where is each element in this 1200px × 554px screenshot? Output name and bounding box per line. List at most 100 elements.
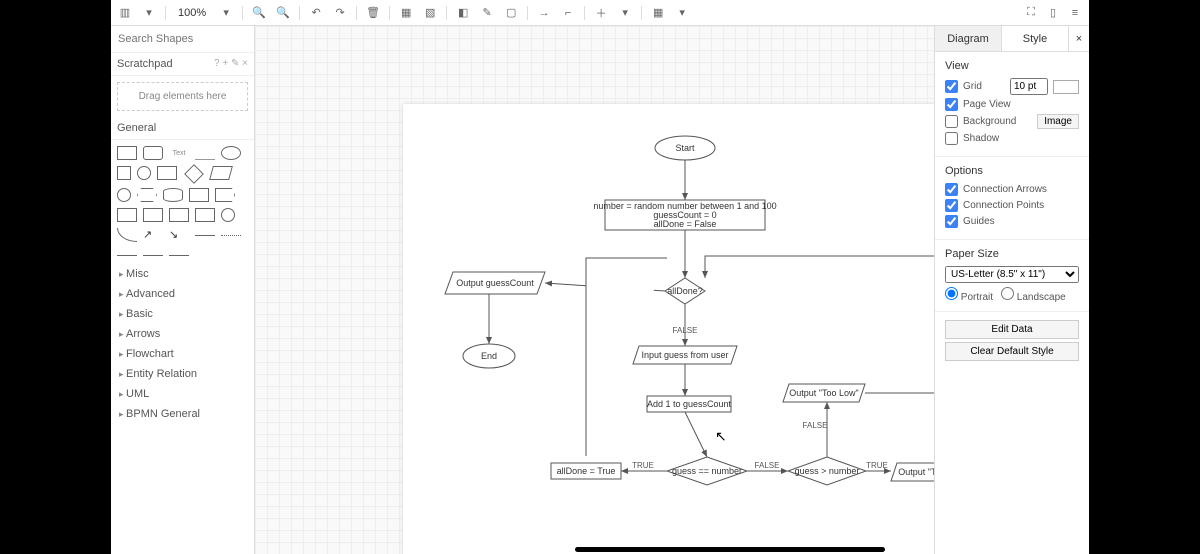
zoom-out-icon[interactable]: 🔍 (275, 5, 291, 21)
shape-roundrect[interactable] (143, 146, 163, 160)
shapes-grid: Text ↗ ↘ (111, 140, 254, 262)
shape-card[interactable] (117, 208, 137, 222)
cat-basic[interactable]: Basic (111, 304, 254, 324)
scratchpad-dropzone[interactable]: Drag elements here (117, 82, 248, 111)
shapes-panel: 🔍 Scratchpad ? + ✎ × Drag elements here … (111, 26, 255, 554)
shape-cylinder[interactable] (163, 188, 183, 202)
landscape-radio[interactable] (1001, 287, 1014, 300)
background-label: Background (963, 116, 1016, 127)
fill-icon[interactable]: ◧ (455, 5, 471, 21)
background-checkbox[interactable] (945, 115, 958, 128)
shape-cube[interactable] (189, 188, 209, 202)
shape-arrow2[interactable] (143, 255, 163, 256)
conn-arrows-checkbox[interactable] (945, 183, 958, 196)
save-icon[interactable]: ▥ (117, 5, 133, 21)
shape-arrow[interactable] (117, 255, 137, 256)
delete-icon[interactable]: 🗑 (365, 5, 381, 21)
cat-bpmn[interactable]: BPMN General (111, 404, 254, 424)
page-sheet (403, 104, 934, 554)
tab-diagram[interactable]: Diagram (935, 26, 1002, 51)
shadow-checkbox[interactable] (945, 132, 958, 145)
shape-hex[interactable] (137, 188, 157, 202)
format-icon[interactable]: ▯ (1045, 5, 1061, 21)
front-icon[interactable]: ▦ (398, 5, 414, 21)
portrait-radio[interactable] (945, 287, 958, 300)
conn-points-label: Connection Points (963, 200, 1044, 211)
guides-checkbox[interactable] (945, 215, 958, 228)
cat-flowchart[interactable]: Flowchart (111, 344, 254, 364)
cat-misc[interactable]: Misc (111, 264, 254, 284)
fullscreen-icon[interactable]: ⛶ (1023, 5, 1039, 21)
portrait-label: Portrait (961, 292, 993, 303)
collapse-icon[interactable]: ≡ (1067, 5, 1083, 21)
shape-textbox[interactable] (195, 146, 215, 160)
shape-square[interactable] (117, 166, 131, 180)
shape-callout[interactable] (195, 208, 215, 222)
shape-and[interactable]: ↘ (169, 228, 189, 242)
edit-data-button[interactable]: Edit Data (945, 320, 1079, 339)
shape-ellipse[interactable] (221, 146, 241, 160)
shape-tape[interactable] (143, 208, 163, 222)
canvas[interactable]: TRUE FALSE TRUE FALSE FALSE TRUE (255, 26, 934, 554)
dropdown-icon[interactable]: ▾ (141, 5, 157, 21)
shape-actor[interactable] (221, 208, 235, 222)
shape-link[interactable] (169, 255, 189, 256)
shape-circle[interactable] (137, 166, 151, 180)
paper-size-select[interactable]: US-Letter (8.5" x 11") (945, 266, 1079, 283)
connect-icon[interactable]: → (536, 5, 552, 21)
shape-note[interactable] (169, 208, 189, 222)
toolbar: ▥ ▾ 100% ▾ 🔍 🔍 ↶ ↷ 🗑 ▦ ▧ ◧ ✎ ▢ → ⌐ ＋ ▾ ▦… (111, 0, 1089, 26)
shape-process[interactable] (157, 166, 177, 180)
conn-arrows-label: Connection Arrows (963, 184, 1047, 195)
tab-close[interactable]: × (1069, 26, 1089, 51)
cat-advanced[interactable]: Advanced (111, 284, 254, 304)
shape-curve[interactable] (117, 228, 137, 242)
grid-size-input[interactable] (1010, 78, 1048, 95)
shape-or[interactable]: ↗ (143, 228, 163, 242)
shape-line[interactable] (195, 235, 215, 236)
add-icon[interactable]: ＋ (593, 5, 609, 21)
shape-circle2[interactable] (117, 188, 131, 202)
shape-text[interactable]: Text (169, 146, 189, 160)
zoom-level[interactable]: 100% (174, 7, 210, 19)
dropdown-icon[interactable]: ▾ (617, 5, 633, 21)
cat-arrows[interactable]: Arrows (111, 324, 254, 344)
back-icon[interactable]: ▧ (422, 5, 438, 21)
grid-color[interactable] (1053, 80, 1079, 94)
paper-title: Paper Size (945, 248, 1079, 260)
shape-step[interactable] (215, 188, 235, 202)
dropdown-icon[interactable]: ▾ (218, 5, 234, 21)
pageview-checkbox[interactable] (945, 98, 958, 111)
redo-icon[interactable]: ↷ (332, 5, 348, 21)
edit-icon[interactable]: ✎ (479, 5, 495, 21)
cat-uml[interactable]: UML (111, 384, 254, 404)
table-icon[interactable]: ▦ (650, 5, 666, 21)
guides-label: Guides (963, 216, 995, 227)
horizontal-scrollbar[interactable] (575, 547, 885, 552)
category-general[interactable]: General (111, 117, 254, 140)
scratchpad-label[interactable]: Scratchpad (117, 58, 173, 70)
crop-icon[interactable]: ▢ (503, 5, 519, 21)
zoom-in-icon[interactable]: 🔍 (251, 5, 267, 21)
shape-rect[interactable] (117, 146, 137, 160)
landscape-label: Landscape (1017, 292, 1066, 303)
shadow-label: Shadow (963, 133, 999, 144)
grid-checkbox[interactable] (945, 80, 958, 93)
background-image-button[interactable]: Image (1037, 114, 1079, 129)
scratchpad-actions[interactable]: ? + ✎ × (214, 58, 248, 70)
shape-diamond[interactable] (184, 164, 204, 184)
shape-para[interactable] (209, 166, 233, 180)
options-title: Options (945, 165, 1079, 177)
search-input[interactable] (115, 30, 255, 48)
clear-style-button[interactable]: Clear Default Style (945, 342, 1079, 361)
pageview-label: Page View (963, 99, 1011, 110)
category-list: Misc Advanced Basic Arrows Flowchart Ent… (111, 262, 254, 426)
waypoint-icon[interactable]: ⌐ (560, 5, 576, 21)
format-panel: Diagram Style × View Grid Page View (934, 26, 1089, 554)
tab-style[interactable]: Style (1002, 26, 1069, 51)
undo-icon[interactable]: ↶ (308, 5, 324, 21)
shape-dashed[interactable] (221, 235, 241, 236)
dropdown-icon[interactable]: ▾ (674, 5, 690, 21)
cat-entity[interactable]: Entity Relation (111, 364, 254, 384)
conn-points-checkbox[interactable] (945, 199, 958, 212)
